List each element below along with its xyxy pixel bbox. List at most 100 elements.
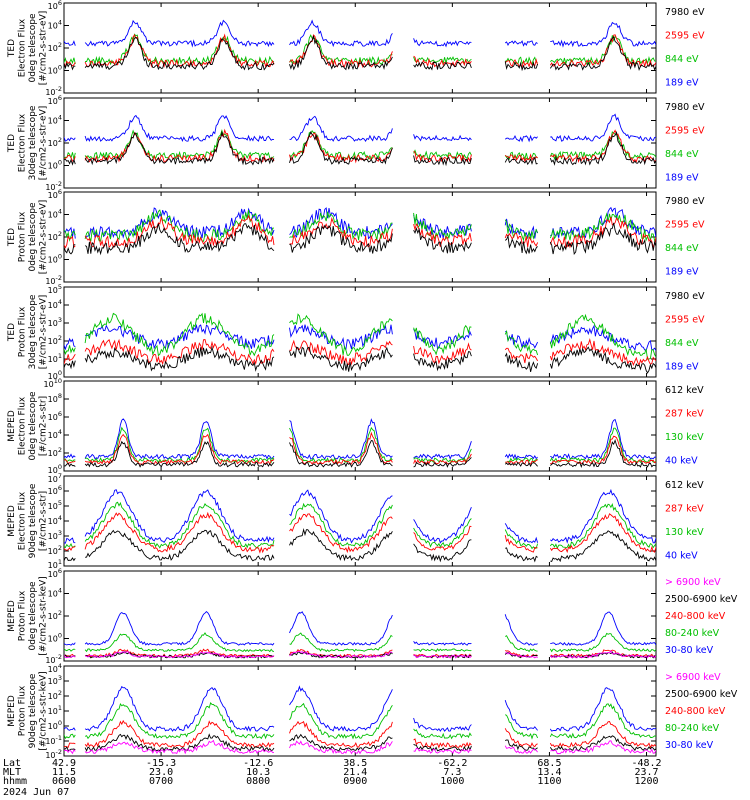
y-tick-label: 104 bbox=[48, 587, 62, 599]
legend-entry: 40 keV bbox=[665, 456, 698, 467]
footer-value: 23.0 bbox=[149, 767, 173, 778]
series-line bbox=[64, 312, 656, 360]
footer-value: 0900 bbox=[343, 776, 367, 787]
legend-entry: 7980 eV bbox=[665, 196, 705, 207]
series-line bbox=[64, 323, 656, 352]
y-tick-label: 10-2 bbox=[45, 274, 62, 286]
y-tick-label: 101 bbox=[48, 558, 62, 570]
series-line bbox=[64, 610, 656, 646]
y-tick-label: 102 bbox=[48, 446, 62, 458]
y-tick-label: 100 bbox=[48, 632, 62, 644]
footer-value: 1000 bbox=[440, 776, 464, 787]
legend-entry: 2595 eV bbox=[665, 220, 705, 231]
series-line bbox=[64, 650, 656, 659]
panel-legend: 612 keV 287 keV 130 keV 40 keV bbox=[665, 480, 704, 562]
y-tick-label: 103 bbox=[48, 529, 62, 541]
legend-entry: 130 keV bbox=[665, 432, 704, 443]
footer-value: 10.3 bbox=[246, 767, 270, 778]
footer-value: 11.5 bbox=[52, 767, 76, 778]
series-line bbox=[64, 719, 656, 749]
footer-value: -62.2 bbox=[437, 758, 467, 769]
legend-entry: 189 eV bbox=[665, 362, 699, 373]
y-tick-label: 107 bbox=[48, 472, 62, 484]
y-tick-label: 100 bbox=[48, 253, 62, 265]
series-line bbox=[64, 527, 656, 563]
panel-frame bbox=[63, 97, 657, 189]
y-tick-label: 104 bbox=[48, 514, 62, 526]
y-tick-label: 10-2 bbox=[45, 653, 62, 665]
y-tick-label: 100 bbox=[48, 64, 62, 76]
series-line bbox=[64, 345, 656, 374]
y-tick-label: 102 bbox=[48, 41, 62, 53]
y-axis-label: TEDProton Flux0deg telescope[#/cm2-s-str… bbox=[7, 200, 49, 275]
y-tick-label: 106 bbox=[48, 567, 62, 579]
y-tick-label: 102 bbox=[48, 609, 62, 621]
legend-entry: 240-800 keV bbox=[665, 706, 726, 717]
footer-date: 2024 Jun 07 bbox=[3, 787, 69, 798]
legend-entry: 30-80 keV bbox=[665, 740, 714, 751]
panel-legend: 7980 eV 2595 eV 844 eV 189 eV bbox=[665, 291, 705, 373]
panel-legend: > 6900 keV 2500-6900 keV 240-800 keV 80-240… bbox=[665, 577, 738, 656]
series-line bbox=[64, 113, 656, 143]
y-tick-label: 103 bbox=[48, 316, 62, 328]
y-axis-label: MEPEDElectron Flux0deg telescope[#/cm2-s… bbox=[7, 391, 49, 461]
legend-entry: 2595 eV bbox=[665, 126, 705, 137]
series-line bbox=[64, 511, 656, 554]
series-line bbox=[64, 214, 656, 249]
series-line bbox=[64, 35, 656, 72]
y-tick-label: 1010 bbox=[44, 377, 62, 389]
legend-entry: 30-80 keV bbox=[665, 645, 714, 656]
panel-legend: 7980 eV 2595 eV 844 eV 189 eV bbox=[665, 196, 705, 278]
legend-entry: > 6900 keV bbox=[665, 577, 721, 588]
footer-row-label: hhmm bbox=[3, 776, 27, 787]
footer-value: 21.4 bbox=[343, 767, 367, 778]
panel-legend: > 6900 keV 2500-6900 keV 240-800 keV 80-240… bbox=[665, 672, 738, 751]
legend-entry: 844 eV bbox=[665, 54, 699, 65]
series-line bbox=[64, 206, 656, 240]
panel-legend: 612 keV 287 keV 130 keV 40 keV bbox=[665, 385, 704, 467]
y-tick-label: 100 bbox=[48, 159, 62, 171]
y-tick-label: 108 bbox=[48, 392, 62, 404]
footer-value: 7.3 bbox=[443, 767, 461, 778]
panel-frame bbox=[63, 665, 657, 757]
y-tick-label: 101 bbox=[48, 704, 62, 716]
series-line bbox=[64, 19, 656, 48]
series-line bbox=[64, 632, 656, 653]
y-tick-label: 100 bbox=[48, 369, 62, 381]
panel-frame bbox=[63, 2, 657, 94]
footer-value: 38.5 bbox=[343, 758, 367, 769]
series-line bbox=[64, 488, 656, 544]
legend-entry: 7980 eV bbox=[665, 291, 705, 302]
panel-legend: 7980 eV 2595 eV 844 eV 189 eV bbox=[665, 7, 705, 89]
panel-legend: 7980 eV 2595 eV 844 eV 189 eV bbox=[665, 102, 705, 184]
y-axis-label: MEPEDProton Flux90deg telescope[#/cm2-s-… bbox=[7, 671, 49, 750]
legend-entry: 2595 eV bbox=[665, 31, 705, 42]
legend-entry: 80-240 keV bbox=[665, 723, 720, 734]
y-tick-label: 10-1 bbox=[45, 734, 62, 746]
y-tick-label: 104 bbox=[48, 208, 62, 220]
y-tick-label: 106 bbox=[48, 94, 62, 106]
footer-value: 42.9 bbox=[52, 758, 76, 769]
series-line bbox=[64, 501, 656, 550]
legend-entry: 612 keV bbox=[665, 385, 704, 396]
panel-frame bbox=[63, 570, 657, 662]
series-line bbox=[64, 222, 656, 256]
footer-value: 1100 bbox=[537, 776, 561, 787]
footer-value: -48.2 bbox=[631, 758, 661, 769]
y-tick-label: 102 bbox=[48, 230, 62, 242]
series-line bbox=[64, 209, 656, 243]
y-axis-label: TEDElectron Flux0deg telescope[#/cm2-s-s… bbox=[7, 11, 49, 86]
y-tick-label: 10-2 bbox=[45, 748, 62, 760]
footer-value: 68.5 bbox=[537, 758, 561, 769]
footer-value: 1200 bbox=[634, 776, 658, 787]
y-tick-label: 101 bbox=[48, 352, 62, 364]
footer-value: 0800 bbox=[246, 776, 270, 787]
y-axis-label: TEDProton Flux30deg telescope[#/cm2-s-st… bbox=[7, 294, 49, 369]
legend-entry: 130 keV bbox=[665, 527, 704, 538]
panel-frame bbox=[63, 475, 657, 567]
